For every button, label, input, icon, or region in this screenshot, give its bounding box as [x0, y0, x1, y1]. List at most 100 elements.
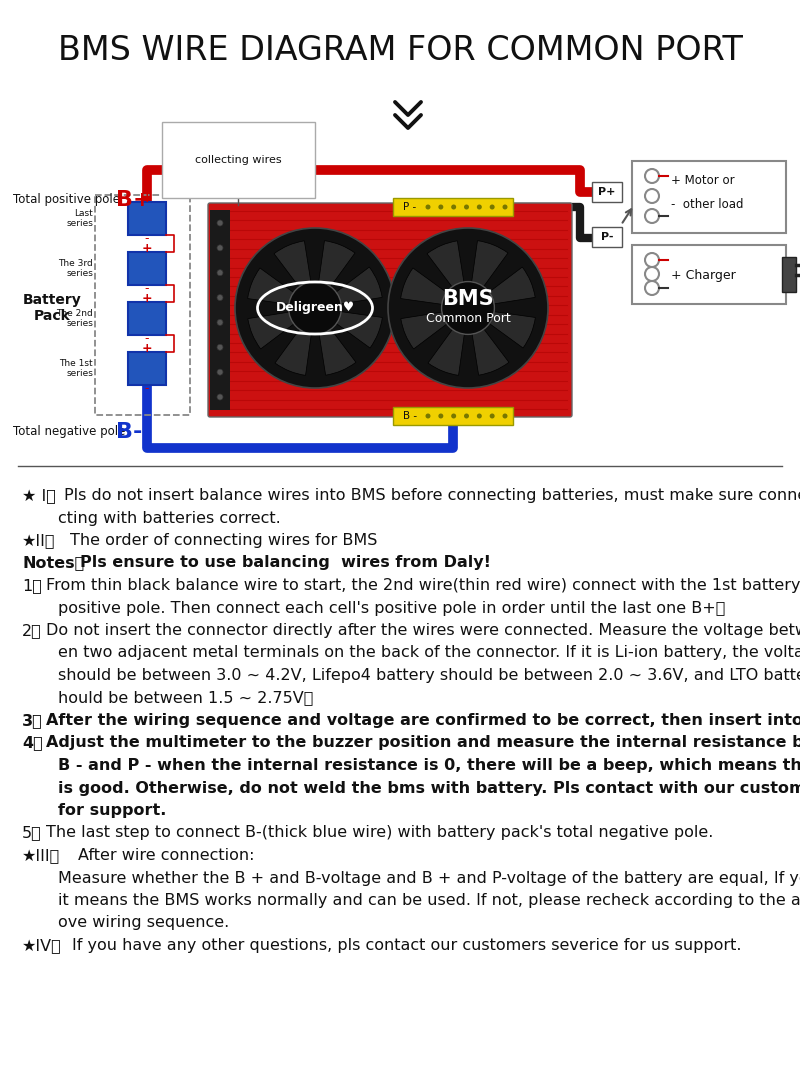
Text: ★III、: ★III、 [22, 848, 60, 863]
Text: -  other load: - other load [671, 199, 743, 211]
Text: Battery
Pack: Battery Pack [22, 292, 82, 323]
Text: After the wiring sequence and voltage are confirmed to be correct, then insert i: After the wiring sequence and voltage ar… [46, 713, 800, 728]
Text: positive pole. Then connect each cell's positive pole in order until the last on: positive pole. Then connect each cell's … [58, 601, 726, 615]
Text: B+: B+ [116, 190, 152, 210]
Text: BMS: BMS [442, 289, 494, 309]
Wedge shape [315, 308, 382, 347]
Text: it means the BMS works normally and can be used. If not, please recheck accordin: it means the BMS works normally and can … [58, 893, 800, 909]
Circle shape [426, 205, 430, 209]
Circle shape [217, 319, 223, 326]
Text: should be between 3.0 ~ 4.2V, Lifepo4 battery should be between 2.0 ~ 3.6V, and : should be between 3.0 ~ 4.2V, Lifepo4 ba… [58, 668, 800, 683]
Text: ove wiring sequence.: ove wiring sequence. [58, 915, 230, 930]
Wedge shape [315, 268, 382, 308]
Circle shape [388, 228, 548, 388]
Text: Total negative pole: Total negative pole [13, 425, 126, 438]
Text: Total positive pole: Total positive pole [13, 193, 120, 206]
Circle shape [442, 282, 494, 334]
Circle shape [451, 205, 456, 209]
Circle shape [426, 413, 430, 419]
Wedge shape [315, 241, 355, 308]
Text: cting with batteries correct.: cting with batteries correct. [58, 510, 281, 525]
Wedge shape [248, 308, 315, 349]
Text: ★II、: ★II、 [22, 533, 55, 548]
Circle shape [464, 205, 469, 209]
Circle shape [464, 413, 469, 419]
Text: The 2nd
series: The 2nd series [56, 309, 93, 328]
Text: for support.: for support. [58, 803, 166, 818]
Text: Last
series: Last series [66, 209, 93, 228]
Text: 5、: 5、 [22, 825, 42, 841]
Text: -: - [145, 332, 150, 345]
Text: Notes：: Notes： [22, 556, 84, 571]
Wedge shape [468, 268, 535, 308]
Wedge shape [468, 308, 509, 375]
Text: The last step to connect B-(thick blue wire) with battery pack's total negative : The last step to connect B-(thick blue w… [46, 825, 714, 841]
Circle shape [477, 205, 482, 209]
Circle shape [438, 205, 443, 209]
Circle shape [217, 344, 223, 351]
Text: +: + [142, 291, 152, 304]
Bar [393, 407, 513, 425]
Wedge shape [275, 308, 315, 375]
Circle shape [451, 413, 456, 419]
Wedge shape [248, 268, 315, 308]
Text: B - and P - when the internal resistance is 0, there will be a beep, which means: B - and P - when the internal resistance… [58, 759, 800, 773]
Text: The 3rd
series: The 3rd series [58, 259, 93, 278]
Text: ★ I、: ★ I、 [22, 488, 56, 503]
Wedge shape [274, 241, 315, 308]
Text: is good. Otherwise, do not weld the bms with battery. Pls contact with our custo: is good. Otherwise, do not weld the bms … [58, 780, 800, 795]
Text: Common Port: Common Port [426, 312, 510, 325]
Wedge shape [401, 268, 468, 308]
Circle shape [217, 220, 223, 226]
Wedge shape [315, 308, 356, 375]
Circle shape [289, 282, 342, 334]
Text: Do not insert the connector directly after the wires were connected. Measure the: Do not insert the connector directly aft… [46, 623, 800, 638]
FancyBboxPatch shape [632, 245, 786, 304]
Bar [128, 202, 166, 235]
Text: ★IV、: ★IV、 [22, 938, 62, 953]
Circle shape [490, 413, 494, 419]
Text: P-: P- [601, 232, 614, 242]
Text: Deligreen♥: Deligreen♥ [275, 301, 354, 314]
Text: 2、: 2、 [22, 623, 42, 638]
Text: + Motor or: + Motor or [671, 174, 734, 187]
Text: 3、: 3、 [22, 713, 42, 728]
Circle shape [490, 205, 494, 209]
Circle shape [217, 295, 223, 301]
Text: 1、: 1、 [22, 578, 42, 593]
Circle shape [235, 228, 395, 388]
Text: P -: P - [403, 202, 416, 211]
Text: hould be between 1.5 ~ 2.75V；: hould be between 1.5 ~ 2.75V； [58, 691, 314, 706]
Text: BMS WIRE DIAGRAM FOR COMMON PORT: BMS WIRE DIAGRAM FOR COMMON PORT [58, 33, 742, 67]
Wedge shape [427, 241, 468, 308]
Circle shape [645, 189, 659, 203]
FancyBboxPatch shape [632, 161, 786, 233]
Wedge shape [468, 308, 535, 347]
Bar [393, 199, 513, 216]
FancyBboxPatch shape [592, 182, 622, 202]
Bar [128, 302, 166, 334]
Circle shape [217, 369, 223, 375]
Text: The 1st
series: The 1st series [59, 359, 93, 379]
Circle shape [645, 169, 659, 183]
Text: -: - [145, 232, 150, 246]
Circle shape [477, 413, 482, 419]
Wedge shape [428, 308, 468, 375]
Text: + Charger: + Charger [671, 269, 736, 282]
FancyBboxPatch shape [208, 203, 572, 416]
Text: Pls ensure to use balancing  wires from Daly!: Pls ensure to use balancing wires from D… [80, 556, 491, 571]
Text: -: - [145, 382, 150, 396]
Bar [128, 252, 166, 285]
Circle shape [645, 209, 659, 223]
Circle shape [502, 413, 507, 419]
Text: 4、: 4、 [22, 736, 42, 751]
Bar [210, 210, 230, 410]
Text: Measure whether the B + and B-voltage and B + and P-voltage of the battery are e: Measure whether the B + and B-voltage an… [58, 871, 800, 886]
Circle shape [217, 245, 223, 250]
Text: B -: B - [403, 411, 417, 421]
Text: If you have any other questions, pls contact our customers severice for us suppo: If you have any other questions, pls con… [72, 938, 742, 953]
Circle shape [645, 281, 659, 295]
Circle shape [645, 252, 659, 267]
FancyBboxPatch shape [592, 227, 622, 247]
Text: en two adjacent metal terminals on the back of the connector. If it is Li-ion ba: en two adjacent metal terminals on the b… [58, 645, 800, 660]
